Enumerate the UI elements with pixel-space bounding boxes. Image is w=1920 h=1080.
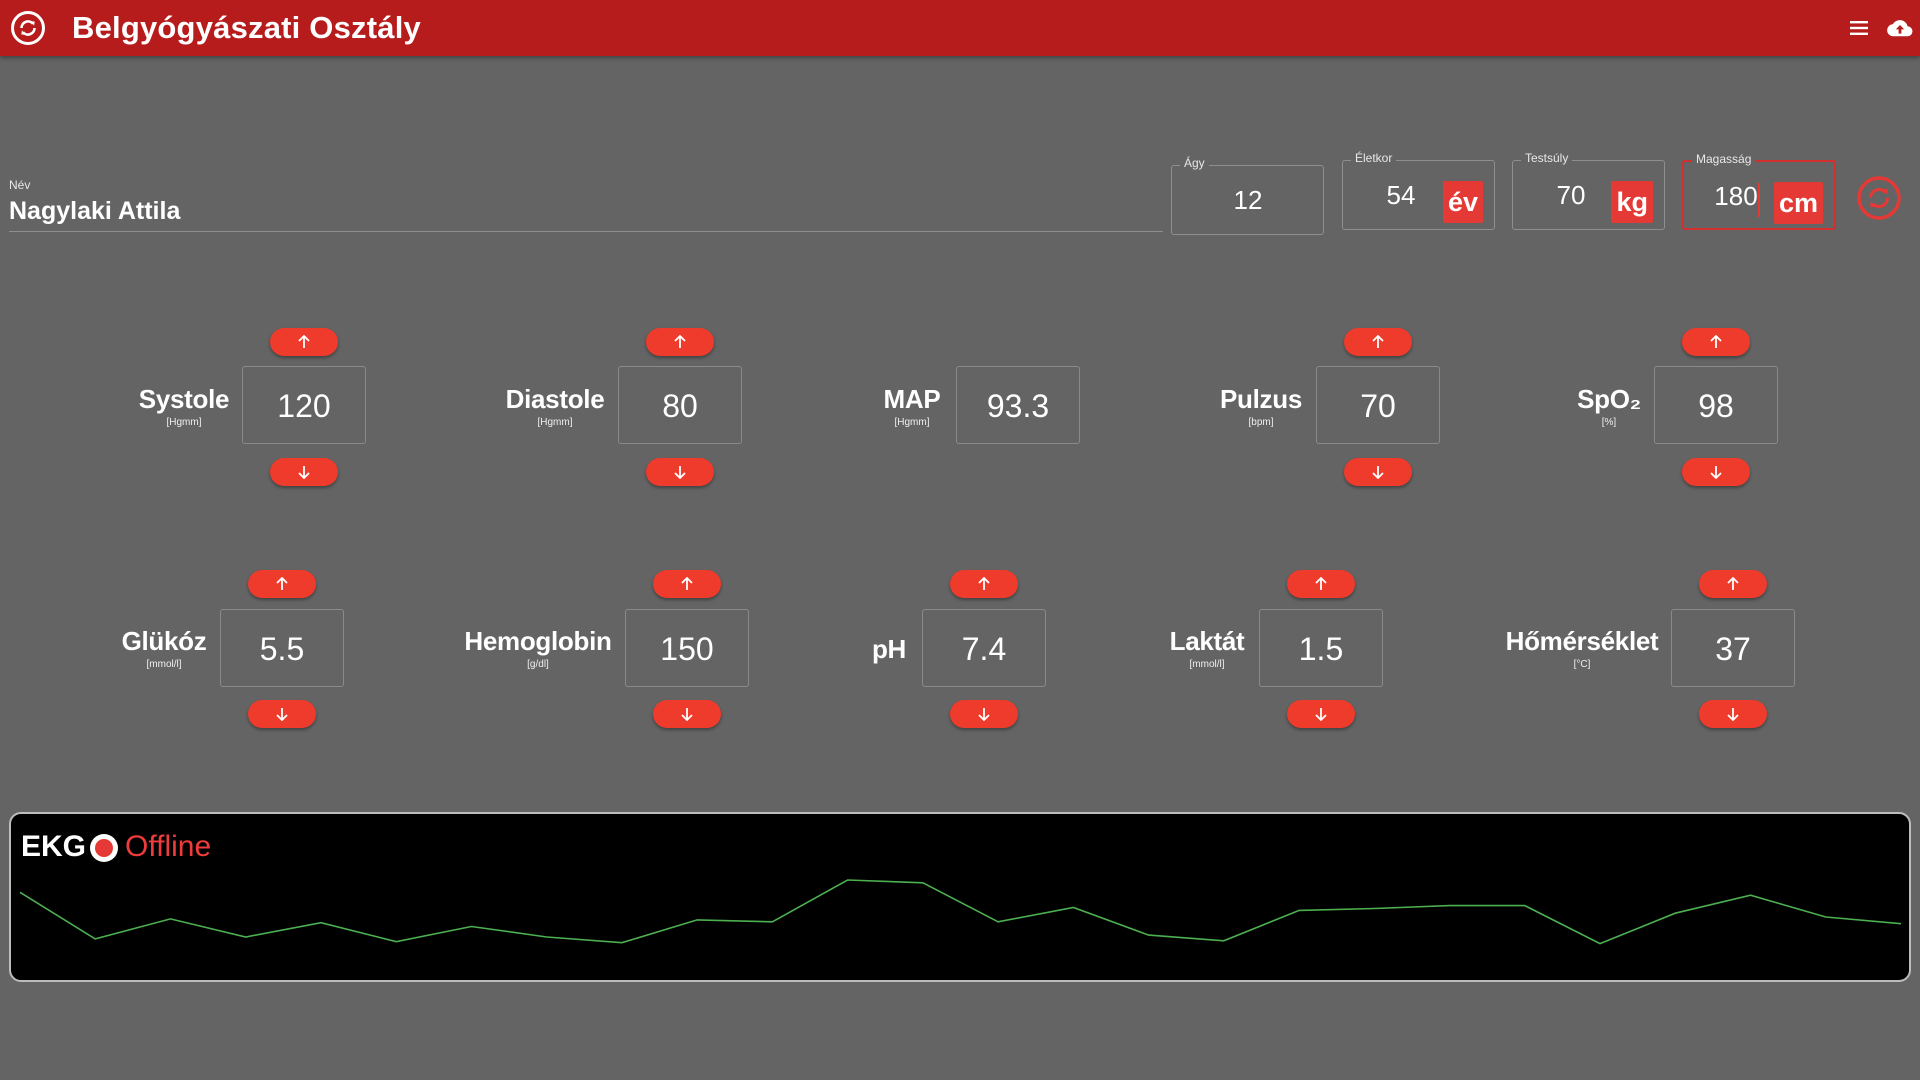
spo2-increase-button[interactable] xyxy=(1682,328,1750,356)
age-input[interactable] xyxy=(1361,177,1441,213)
cloud-upload-icon[interactable] xyxy=(1886,14,1914,42)
patient-name-input[interactable] xyxy=(9,192,1163,232)
app-title: Belgyógyászati Osztály xyxy=(72,10,421,45)
age-unit: év xyxy=(1442,181,1483,223)
temperature-value[interactable]: 37 xyxy=(1671,609,1795,687)
spo2-label: SpO₂ [%] xyxy=(1509,384,1709,429)
lactate-increase-button[interactable] xyxy=(1287,570,1355,598)
ekg-panel: EKG Offline xyxy=(9,812,1911,982)
ekg-line xyxy=(19,879,1902,945)
temperature-unit: [°C] xyxy=(1573,659,1591,670)
weight-input[interactable] xyxy=(1531,177,1611,213)
text-caret xyxy=(1758,183,1760,217)
ph-name: pH xyxy=(871,634,907,664)
status-dot-icon xyxy=(90,834,118,862)
lactate-label: Laktát [mmol/l] xyxy=(1107,626,1307,671)
systole-value[interactable]: 120 xyxy=(242,366,366,444)
map-value: 93.3 xyxy=(956,366,1080,444)
lactate-value[interactable]: 1.5 xyxy=(1259,609,1383,687)
temperature-increase-button[interactable] xyxy=(1699,570,1767,598)
hemoglobin-value[interactable]: 150 xyxy=(625,609,749,687)
sync-icon[interactable] xyxy=(1856,175,1902,221)
spo2-unit: [%] xyxy=(1601,417,1617,428)
glucose-value[interactable]: 5.5 xyxy=(220,609,344,687)
bed-field[interactable]: Ágy xyxy=(1171,155,1324,235)
diastole-increase-button[interactable] xyxy=(646,328,714,356)
height-label: Magasság xyxy=(1692,151,1756,167)
systole-decrease-button[interactable] xyxy=(270,458,338,486)
glucose-unit: [mmol/l] xyxy=(146,659,182,670)
systole-unit: [Hgmm] xyxy=(166,417,202,428)
age-field[interactable]: Életkor év xyxy=(1342,150,1495,230)
ekg-status: Offline xyxy=(125,830,212,863)
pulse-unit: [bpm] xyxy=(1248,417,1274,428)
diastole-decrease-button[interactable] xyxy=(646,458,714,486)
ph-decrease-button[interactable] xyxy=(950,700,1018,728)
weight-label: Testsúly xyxy=(1521,150,1573,166)
diastole-unit: [Hgmm] xyxy=(537,417,573,428)
name-label: Név xyxy=(9,178,31,192)
pulse-value[interactable]: 70 xyxy=(1316,366,1440,444)
hemoglobin-name: Hemoglobin xyxy=(464,626,612,656)
hemoglobin-unit: [g/dl] xyxy=(527,659,549,670)
height-field[interactable]: Magasság cm xyxy=(1682,151,1836,230)
ph-increase-button[interactable] xyxy=(950,570,1018,598)
map-label: MAP [Hgmm] xyxy=(812,384,1012,429)
height-input[interactable] xyxy=(1696,178,1776,214)
age-label: Életkor xyxy=(1351,150,1397,166)
diastole-value[interactable]: 80 xyxy=(618,366,742,444)
ekg-title: EKG xyxy=(21,830,87,863)
hemoglobin-decrease-button[interactable] xyxy=(653,700,721,728)
spo2-decrease-button[interactable] xyxy=(1682,458,1750,486)
lactate-decrease-button[interactable] xyxy=(1287,700,1355,728)
lactate-name: Laktát xyxy=(1169,626,1245,656)
bed-input[interactable] xyxy=(1208,182,1288,218)
bed-label: Ágy xyxy=(1180,155,1209,171)
lactate-unit: [mmol/l] xyxy=(1189,659,1225,670)
spo2-name: SpO₂ xyxy=(1577,384,1641,414)
temperature-decrease-button[interactable] xyxy=(1699,700,1767,728)
ph-label: pH xyxy=(789,634,989,667)
temperature-name: Hőmérséklet xyxy=(1505,626,1659,656)
diastole-name: Diastole xyxy=(505,384,605,414)
glucose-label: Glükóz [mmol/l] xyxy=(64,626,264,671)
height-unit: cm xyxy=(1773,182,1823,224)
pulse-decrease-button[interactable] xyxy=(1344,458,1412,486)
map-name: MAP xyxy=(883,384,941,414)
spo2-value[interactable]: 98 xyxy=(1654,366,1778,444)
temperature-label: Hőmérséklet [°C] xyxy=(1482,626,1682,671)
weight-field[interactable]: Testsúly kg xyxy=(1512,150,1665,230)
systole-label: Systole [Hgmm] xyxy=(84,384,284,429)
systole-name: Systole xyxy=(138,384,230,414)
app-bar: Belgyógyászati Osztály xyxy=(0,0,1920,56)
pulse-increase-button[interactable] xyxy=(1344,328,1412,356)
menu-icon[interactable] xyxy=(1846,16,1874,40)
map-unit: [Hgmm] xyxy=(894,417,930,428)
pulse-label: Pulzus [bpm] xyxy=(1161,384,1361,429)
glucose-decrease-button[interactable] xyxy=(248,700,316,728)
weight-unit: kg xyxy=(1611,181,1653,223)
ekg-trace xyxy=(19,879,1902,945)
hemoglobin-label: Hemoglobin [g/dl] xyxy=(438,626,638,671)
glucose-name: Glükóz xyxy=(121,626,207,656)
sync-logo-icon[interactable] xyxy=(10,10,46,46)
hemoglobin-increase-button[interactable] xyxy=(653,570,721,598)
glucose-increase-button[interactable] xyxy=(248,570,316,598)
ph-value[interactable]: 7.4 xyxy=(922,609,1046,687)
diastole-label: Diastole [Hgmm] xyxy=(455,384,655,429)
systole-increase-button[interactable] xyxy=(270,328,338,356)
pulse-name: Pulzus xyxy=(1220,384,1302,414)
